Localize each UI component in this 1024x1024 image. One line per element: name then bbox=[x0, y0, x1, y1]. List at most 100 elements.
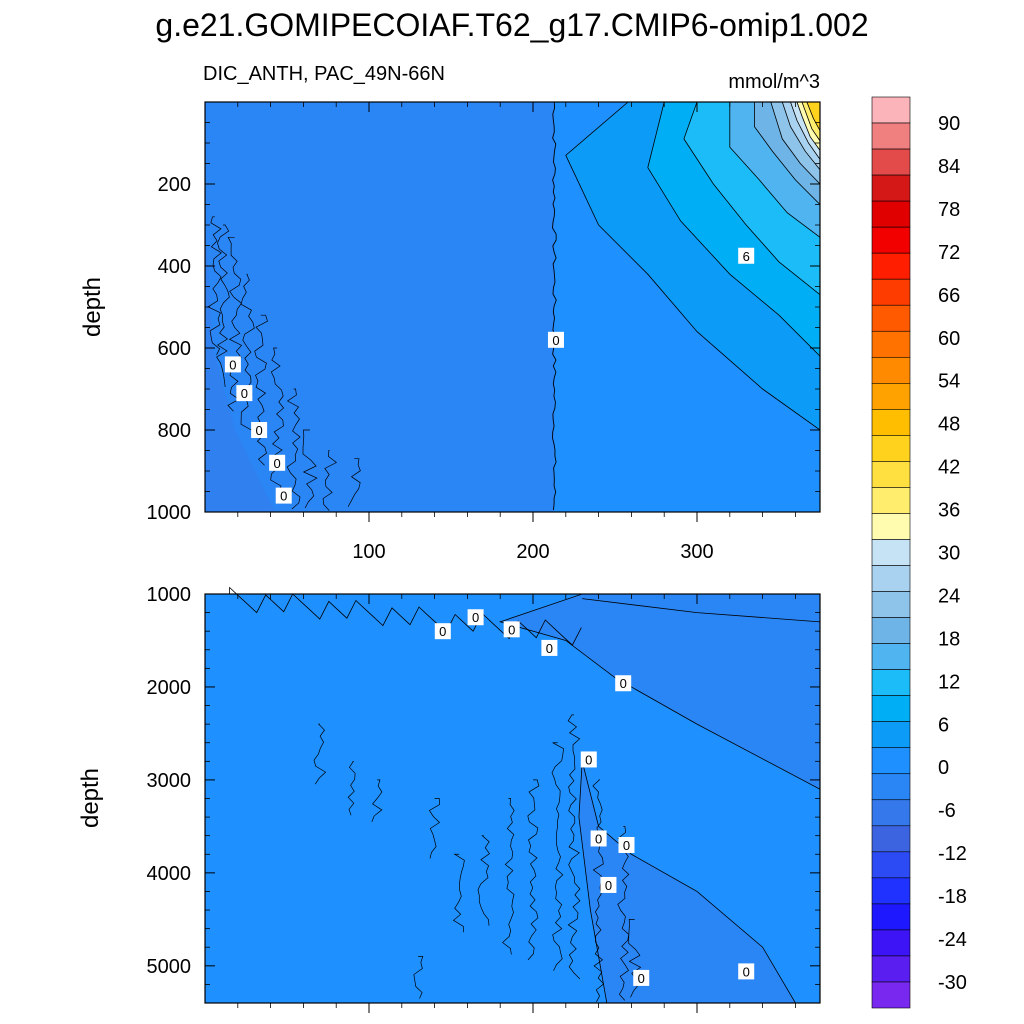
colorbar-swatch-27 bbox=[871, 799, 911, 827]
colorbar-swatch-26 bbox=[871, 773, 911, 801]
upper-contour-label-text: 0 bbox=[241, 386, 248, 401]
colorbar-swatch-3 bbox=[871, 174, 911, 202]
colorbar-swatch-11 bbox=[871, 383, 911, 410]
lower-contour-label-7: 0 bbox=[618, 836, 635, 853]
colorbar-swatch-33 bbox=[871, 955, 911, 983]
colorbar-label: 30 bbox=[938, 543, 960, 565]
colorbar-label: 54 bbox=[938, 371, 960, 393]
colorbar-swatch-21 bbox=[871, 643, 911, 670]
upper-left-title: DIC_ANTH, PAC_49N-66N bbox=[203, 63, 445, 85]
colorbar-label: -18 bbox=[938, 886, 967, 908]
lower-contour-label-text: 0 bbox=[508, 622, 515, 637]
upper-noise-contour-3 bbox=[240, 273, 255, 437]
colorbar-label: -24 bbox=[938, 929, 967, 951]
colorbar-swatch-12 bbox=[871, 409, 911, 436]
colorbar-swatch-5 bbox=[871, 226, 911, 254]
upper-y-tick-label: 1000 bbox=[147, 502, 192, 524]
upper-contour-label-1: 6 bbox=[738, 247, 755, 264]
colorbar-label: -12 bbox=[938, 843, 967, 865]
colorbar: 908478726660544842363024181260-6-12-18-2… bbox=[871, 96, 967, 1009]
colorbar-swatch-1 bbox=[871, 122, 911, 150]
lower-contour-label-text: 0 bbox=[623, 838, 630, 853]
lower-contour-label-text: 0 bbox=[638, 971, 645, 986]
lower-contour-label-5: 0 bbox=[580, 751, 597, 768]
lower-contour-label-text: 0 bbox=[585, 752, 592, 767]
colorbar-swatch-6 bbox=[871, 252, 911, 280]
upper-noise-contour-1 bbox=[216, 224, 230, 388]
upper-noise-contour-7 bbox=[302, 429, 318, 509]
colorbar-swatch-7 bbox=[871, 278, 911, 306]
colorbar-swatch-22 bbox=[871, 669, 911, 696]
upper-contour-label-text: 0 bbox=[229, 357, 236, 372]
upper-y-axis-label: depth bbox=[79, 277, 106, 337]
colorbar-label: 66 bbox=[938, 285, 960, 307]
lower-contour-label-8: 0 bbox=[600, 876, 617, 893]
lower-contour-label-text: 0 bbox=[546, 641, 553, 656]
colorbar-swatch-17 bbox=[871, 539, 911, 566]
lower-noise-contour-2 bbox=[371, 779, 383, 823]
upper-right-title: mmol/m^3 bbox=[728, 71, 820, 93]
upper-deep-negative-region bbox=[205, 225, 275, 512]
colorbar-label: 60 bbox=[938, 328, 960, 350]
upper-y-tick-label: 200 bbox=[158, 174, 191, 196]
lower-contour-label-10: 0 bbox=[738, 963, 755, 980]
upper-contour-label-6: 0 bbox=[275, 487, 292, 504]
colorbar-swatch-0 bbox=[871, 96, 911, 124]
lower-contour-label-1: 0 bbox=[467, 609, 484, 626]
lower-noise-contour-6 bbox=[502, 798, 515, 955]
lower-noise-contour-0 bbox=[313, 723, 327, 785]
colorbar-label: 42 bbox=[938, 457, 960, 479]
colorbar-label: 24 bbox=[938, 585, 960, 607]
lower-noise-contour-7 bbox=[527, 779, 540, 961]
upper-x-tick-label: 100 bbox=[352, 541, 385, 563]
upper-contour-label-0: 0 bbox=[547, 331, 564, 348]
colorbar-swatch-4 bbox=[871, 200, 911, 228]
upper-contour-label-text: 0 bbox=[256, 423, 263, 438]
lower-noise-contour-4 bbox=[452, 853, 465, 933]
upper-negative-region bbox=[205, 102, 555, 512]
lower-y-tick-label: 1000 bbox=[147, 584, 192, 606]
lower-top-right-contour bbox=[582, 598, 821, 623]
colorbar-swatch-20 bbox=[871, 617, 911, 644]
lower-contour-label-text: 0 bbox=[620, 676, 627, 691]
upper-x-tick-label: 300 bbox=[680, 541, 713, 563]
upper-x-tick-label: 200 bbox=[516, 541, 549, 563]
lower-contour-label-text: 0 bbox=[743, 964, 750, 979]
upper-noise-contour-2 bbox=[227, 236, 243, 412]
upper-zero-contour bbox=[552, 101, 557, 511]
lower-noise-contour-5 bbox=[477, 835, 490, 926]
lower-contour-label-9: 0 bbox=[633, 969, 650, 986]
upper-noise-contour-4 bbox=[254, 314, 268, 466]
colorbar-swatch-10 bbox=[871, 356, 911, 384]
colorbar-label: 48 bbox=[938, 414, 960, 436]
colorbar-label: 0 bbox=[938, 757, 949, 779]
upper-noise-contour-9 bbox=[347, 458, 361, 507]
lower-contour-label-3: 0 bbox=[541, 639, 558, 656]
colorbar-swatch-28 bbox=[871, 825, 911, 853]
colorbar-swatch-32 bbox=[871, 929, 911, 957]
colorbar-label: 90 bbox=[938, 113, 960, 135]
upper-y-tick-label: 600 bbox=[158, 338, 191, 360]
lower-contour-label-text: 0 bbox=[439, 624, 446, 639]
upper-contour-label-text: 0 bbox=[280, 489, 287, 504]
lower-contour-label-2: 0 bbox=[503, 621, 520, 638]
colorbar-label: 18 bbox=[938, 628, 960, 650]
lower-y-tick-label: 3000 bbox=[147, 770, 192, 792]
lower-contour-label-6: 0 bbox=[590, 830, 607, 847]
lower-contour-label-text: 0 bbox=[472, 610, 479, 625]
figure-title: g.e21.GOMIPECOIAF.T62_g17.CMIP6-omip1.00… bbox=[155, 7, 868, 43]
colorbar-swatch-31 bbox=[871, 903, 911, 931]
lower-noise-contour-12 bbox=[413, 956, 424, 999]
colorbar-swatch-29 bbox=[871, 851, 911, 879]
colorbar-swatch-15 bbox=[871, 487, 911, 514]
colorbar-label: 36 bbox=[938, 500, 960, 522]
lower-contour-panel: 0 0 0 0 0 0 0 0 0 0 0 1000 2000 3000 4000 5000 bbox=[147, 584, 821, 1013]
colorbar-swatch-30 bbox=[871, 877, 911, 905]
upper-noise-contour-8 bbox=[322, 450, 338, 511]
upper-contour-label-3: 0 bbox=[236, 385, 253, 402]
lower-contour-label-text: 0 bbox=[605, 878, 612, 893]
colorbar-swatch-34 bbox=[871, 981, 911, 1009]
colorbar-label: 6 bbox=[938, 714, 949, 736]
colorbar-swatch-16 bbox=[871, 513, 911, 540]
